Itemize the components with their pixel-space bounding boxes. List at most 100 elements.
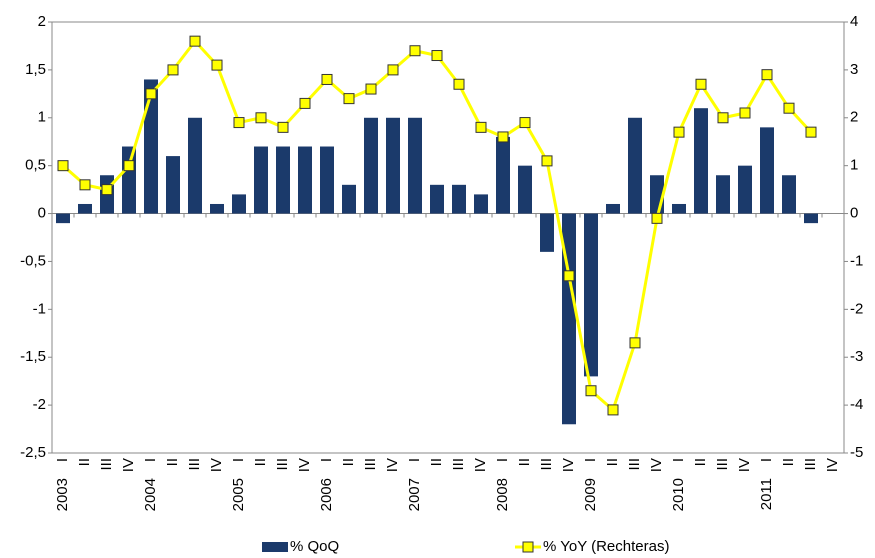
year-label: 2011 [758, 478, 775, 510]
x-tick-label: I [494, 458, 511, 462]
x-tick-label: III [626, 458, 643, 471]
bar [628, 117, 642, 214]
x-tick-label: III [98, 458, 115, 471]
bar [56, 213, 70, 224]
marker [233, 117, 245, 129]
bar [804, 213, 818, 224]
year-label: 2003 [54, 478, 71, 511]
x-tick-label: IV [824, 458, 841, 472]
bar [474, 194, 488, 214]
bar [254, 146, 268, 214]
bar [122, 146, 136, 214]
marker [651, 212, 663, 224]
bar [210, 203, 224, 214]
year-label: 2008 [494, 478, 511, 511]
bar [716, 175, 730, 214]
marker [783, 102, 795, 114]
x-tick-label: IV [208, 458, 225, 472]
bar [408, 117, 422, 214]
x-tick-label: II [76, 458, 93, 466]
marker [563, 270, 575, 282]
x-tick-label: IV [472, 458, 489, 472]
marker [343, 93, 355, 105]
y2-tick-label: 2 [850, 109, 858, 126]
legend-label: % QoQ [290, 538, 339, 555]
marker [299, 97, 311, 109]
y-tick-label: 0 [38, 205, 46, 222]
bar [496, 136, 510, 214]
plot-frame [51, 21, 845, 454]
x-tick-label: III [274, 458, 291, 471]
bar [782, 175, 796, 214]
x-tick-label: II [164, 458, 181, 466]
bar [342, 184, 356, 214]
x-tick-label: IV [120, 458, 137, 472]
x-tick-label: I [54, 458, 71, 462]
x-tick-label: II [428, 458, 445, 466]
x-tick-label: IV [736, 458, 753, 472]
bar [430, 184, 444, 214]
marker [211, 59, 223, 71]
marker [167, 64, 179, 76]
x-tick-label: II [516, 458, 533, 466]
year-label: 2005 [230, 478, 247, 511]
y-tick-label: -2,5 [20, 444, 46, 461]
marker [497, 131, 509, 143]
y-tick-label: -2 [33, 396, 46, 413]
bar [188, 117, 202, 214]
x-tick-label: III [186, 458, 203, 471]
bar [364, 117, 378, 214]
marker [57, 160, 69, 172]
x-tick-label: I [318, 458, 335, 462]
x-tick-label: II [604, 458, 621, 466]
marker [255, 112, 267, 124]
y-tick-label: -0,5 [20, 252, 46, 269]
bar [386, 117, 400, 214]
marker [629, 337, 641, 349]
x-tick-label: IV [296, 458, 313, 472]
bar [78, 203, 92, 214]
bar [144, 79, 158, 214]
x-tick-label: I [406, 458, 423, 462]
marker [431, 50, 443, 62]
y2-tick-label: 4 [850, 13, 858, 30]
bar [232, 194, 246, 214]
marker [101, 184, 113, 196]
y2-tick-label: -4 [850, 396, 863, 413]
bar [694, 108, 708, 214]
bar [738, 165, 752, 214]
marker [321, 73, 333, 85]
x-tick-label: II [252, 458, 269, 466]
x-tick-label: II [692, 458, 709, 466]
year-label: 2009 [582, 478, 599, 511]
marker [695, 78, 707, 90]
bar [166, 156, 180, 214]
bar [320, 146, 334, 214]
marker [541, 155, 553, 167]
marker [365, 83, 377, 95]
legend-label: % YoY (Rechteras) [543, 538, 669, 555]
x-tick-label: I [582, 458, 599, 462]
year-label: 2007 [406, 478, 423, 511]
marker [277, 121, 289, 133]
x-tick-label: III [362, 458, 379, 471]
y2-tick-label: -5 [850, 444, 863, 461]
y-tick-label: -1,5 [20, 348, 46, 365]
bar [760, 127, 774, 214]
marker [387, 64, 399, 76]
year-label: 2010 [670, 478, 687, 511]
x-tick-label: III [802, 458, 819, 471]
x-tick-label: III [450, 458, 467, 471]
y2-tick-label: 3 [850, 61, 858, 78]
y2-tick-label: -2 [850, 300, 863, 317]
marker [607, 404, 619, 416]
y-tick-label: -1 [33, 300, 46, 317]
y2-tick-label: 1 [850, 157, 858, 174]
x-tick-label: III [714, 458, 731, 471]
x-tick-label: IV [648, 458, 665, 472]
marker [145, 88, 157, 100]
x-tick-label: III [538, 458, 555, 471]
marker [79, 179, 91, 191]
x-tick-label: I [758, 458, 775, 462]
y2-tick-label: -3 [850, 348, 863, 365]
